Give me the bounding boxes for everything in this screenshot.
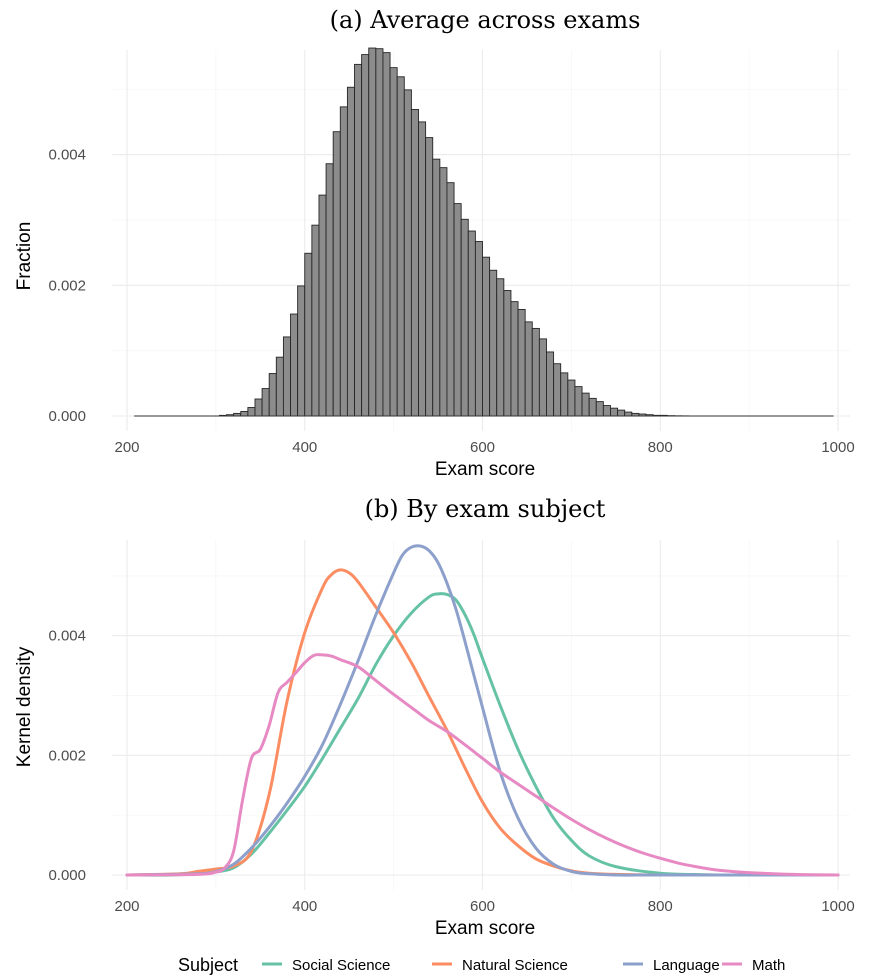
panel-b-title: (b) By exam subject: [365, 495, 606, 523]
histogram-bar: [240, 410, 249, 417]
histogram-bar: [382, 52, 391, 417]
histogram-bar: [510, 301, 519, 417]
legend: Subject Social Science Natural Science Lan…: [178, 955, 785, 975]
histogram-bar: [467, 230, 476, 417]
histogram-bar: [425, 137, 434, 417]
histogram-bar: [453, 203, 462, 417]
histogram-bar: [482, 256, 491, 417]
histogram-bar: [346, 86, 355, 417]
histogram-bar: [538, 338, 547, 417]
panel-b-x-ticks: 200 400 600 800 1000: [114, 898, 854, 915]
histogram-bar: [553, 363, 562, 417]
panel-a-y-axis-title: Fraction: [14, 222, 35, 291]
histogram-bar: [318, 194, 327, 417]
legend-label: Social Science: [292, 957, 390, 974]
histogram-bar: [339, 106, 348, 417]
histogram-bar: [254, 398, 263, 417]
histogram-bar: [460, 218, 469, 417]
histogram-bar: [410, 109, 419, 417]
histogram-bar: [503, 290, 512, 417]
histogram-bar: [496, 278, 505, 417]
panel-a-title: (a) Average across exams: [330, 6, 641, 34]
histogram-bar: [546, 351, 555, 417]
histogram-bar: [489, 269, 498, 417]
histogram-bar: [617, 409, 626, 417]
y-tick-label: 0.002: [48, 747, 86, 764]
density-line-language: [125, 544, 840, 877]
histogram-bar: [396, 76, 405, 417]
density-panel: (b) By exam subject 0.000 0.002 0.004 200 4…: [14, 495, 855, 939]
panel-a-y-ticks: 0.000 0.002 0.004: [48, 147, 86, 425]
histogram-bar: [602, 405, 611, 417]
histogram-bars: [218, 47, 690, 417]
histogram-bar: [354, 63, 363, 417]
histogram-bar: [311, 224, 320, 417]
histogram-bar: [474, 241, 483, 417]
histogram-bar: [297, 285, 306, 417]
panel-b-gridlines: [112, 540, 850, 890]
legend-title: Subject: [178, 955, 238, 975]
x-tick-label: 200: [114, 898, 139, 915]
y-tick-label: 0.000: [48, 867, 86, 884]
y-tick-label: 0.002: [48, 277, 86, 294]
histogram-bar: [361, 54, 370, 417]
histogram-bar: [581, 392, 590, 417]
histogram-panel: (a) Average across exams 0.000 0.002 0.004…: [14, 6, 855, 480]
legend-label: Natural Science: [462, 957, 568, 974]
legend-label: Math: [752, 957, 785, 974]
histogram-bar: [560, 372, 569, 417]
histogram-bar: [290, 313, 299, 417]
histogram-bar: [439, 167, 448, 417]
histogram-bar: [432, 158, 441, 417]
panel-b-y-axis-title: Kernel density: [14, 646, 35, 767]
y-tick-label: 0.004: [48, 628, 86, 645]
histogram-bar: [325, 163, 334, 417]
y-tick-label: 0.000: [48, 408, 86, 425]
histogram-bar: [531, 327, 540, 417]
histogram-bar: [261, 388, 270, 417]
panel-a-x-axis-title: Exam score: [435, 459, 535, 480]
legend-items: Social Science Natural Science Language Mat…: [262, 957, 785, 974]
histogram-bar: [610, 407, 619, 417]
y-tick-label: 0.004: [48, 147, 86, 164]
x-tick-label: 600: [470, 439, 495, 456]
histogram-bar: [375, 48, 384, 417]
histogram-bar: [332, 131, 341, 417]
histogram-bar: [275, 356, 284, 417]
histogram-bar: [595, 401, 604, 417]
histogram-bar: [567, 379, 576, 417]
histogram-bar: [588, 397, 597, 417]
panel-a-x-ticks: 200 400 600 800 1000: [114, 439, 854, 456]
panel-b-y-ticks: 0.000 0.002 0.004: [48, 628, 86, 884]
x-tick-label: 1000: [821, 898, 854, 915]
legend-label: Language: [653, 957, 720, 974]
x-tick-label: 200: [114, 439, 139, 456]
histogram-bar: [304, 252, 313, 417]
histogram-bar: [574, 386, 583, 417]
density-lines: [125, 544, 840, 877]
x-tick-label: 600: [470, 898, 495, 915]
x-tick-label: 1000: [821, 439, 854, 456]
histogram-bar: [418, 121, 427, 417]
histogram-bar: [389, 67, 398, 417]
histogram-bar: [403, 89, 412, 417]
density-line-math: [125, 653, 840, 877]
histogram-bar: [368, 47, 377, 417]
histogram-bar: [268, 373, 277, 417]
x-tick-label: 400: [292, 439, 317, 456]
x-tick-label: 400: [292, 898, 317, 915]
histogram-bar: [517, 309, 526, 417]
histogram-bar: [624, 411, 633, 417]
histogram-bar: [524, 321, 533, 417]
histogram-bar: [446, 182, 455, 417]
histogram-bar: [282, 336, 291, 417]
x-tick-label: 800: [648, 439, 673, 456]
density-line-social-science: [125, 592, 840, 877]
panel-b-x-axis-title: Exam score: [435, 918, 535, 939]
histogram-bar: [247, 407, 256, 417]
x-tick-label: 800: [648, 898, 673, 915]
